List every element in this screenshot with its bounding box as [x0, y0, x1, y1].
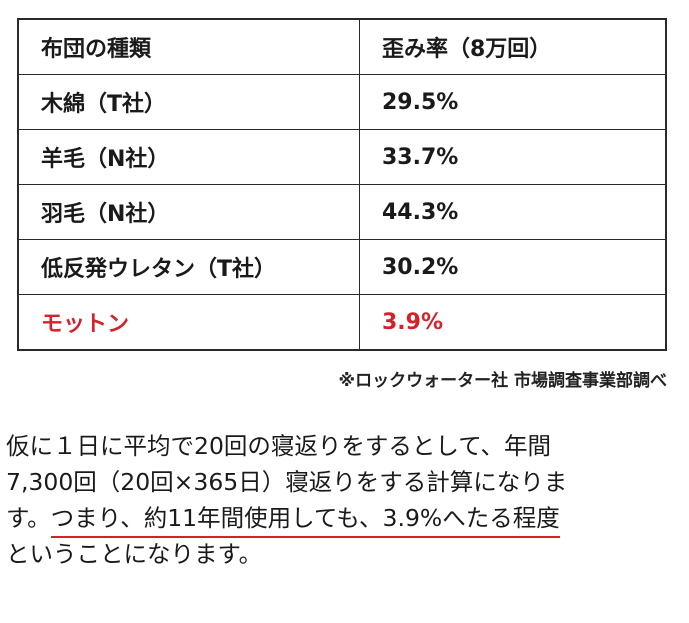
table-header-row: 布団の種類 歪み率（8万回） — [19, 20, 665, 75]
source-note: ※ロックウォーター社 市場調査事業部調べ — [338, 371, 667, 391]
table-row: 低反発ウレタン（T社） 30.2% — [19, 239, 665, 295]
rate-cell: 33.7% — [359, 129, 665, 185]
header-futon-type: 布団の種類 — [19, 20, 360, 75]
rate-cell: 30.2% — [359, 239, 665, 295]
table-row: 羊毛（N社） 33.7% — [19, 129, 665, 185]
underlined-emphasis: つまり、約11年間使用しても、3.9%へたる程度 — [50, 504, 560, 538]
paragraph-text: す。 — [6, 504, 51, 532]
futon-type-cell: モットン — [19, 294, 360, 349]
paragraph-line: 7,300回（20回×365日）寝返りをする計算になりま — [6, 468, 568, 496]
futon-type-cell: 木綿（T社） — [19, 74, 360, 130]
body-paragraph: 仮に１日に平均で20回の寝返りをするとして、年間 7,300回（20回×365日… — [6, 428, 684, 572]
rate-cell: 44.3% — [359, 184, 665, 240]
futon-type-cell: 低反発ウレタン（T社） — [19, 239, 360, 295]
distortion-rate-table: 布団の種類 歪み率（8万回） 木綿（T社） 29.5% 羊毛（N社） 33.7%… — [19, 20, 665, 349]
comparison-table: 布団の種類 歪み率（8万回） 木綿（T社） 29.5% 羊毛（N社） 33.7%… — [17, 18, 667, 351]
paragraph-line: す。つまり、約11年間使用しても、3.9%へたる程度 — [6, 500, 684, 538]
futon-type-cell: 羊毛（N社） — [19, 129, 360, 185]
rate-cell: 29.5% — [359, 74, 665, 130]
table-row-highlighted: モットン 3.9% — [19, 294, 665, 349]
paragraph-line: ということになります。 — [6, 540, 263, 568]
paragraph-line: 仮に１日に平均で20回の寝返りをするとして、年間 — [6, 432, 552, 460]
futon-type-cell: 羽毛（N社） — [19, 184, 360, 240]
table-row: 羽毛（N社） 44.3% — [19, 184, 665, 240]
header-distortion-rate: 歪み率（8万回） — [359, 20, 665, 75]
table-row: 木綿（T社） 29.5% — [19, 74, 665, 130]
rate-cell: 3.9% — [359, 294, 665, 349]
